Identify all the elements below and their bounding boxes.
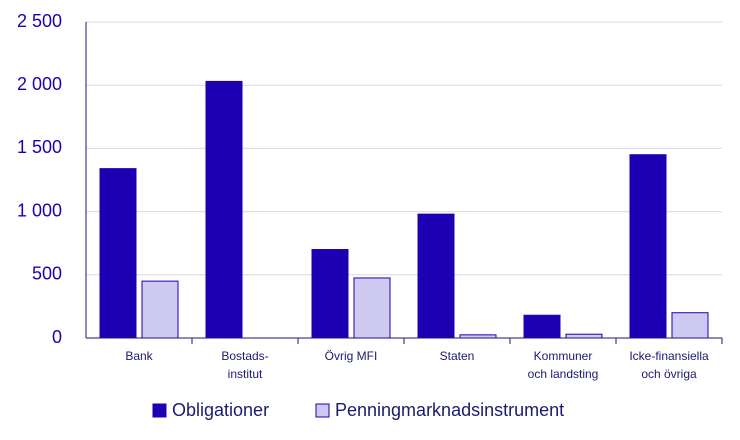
x-tick-label: Icke-finansiella bbox=[629, 349, 709, 363]
x-tick-label: och övriga bbox=[641, 367, 697, 381]
legend-label: Obligationer bbox=[172, 400, 269, 420]
bar bbox=[205, 80, 243, 339]
x-tick-label: och landsting bbox=[528, 367, 599, 381]
x-tick-label: Övrig MFI bbox=[325, 349, 378, 363]
legend-label: Penningmarknadsinstrument bbox=[335, 400, 564, 420]
bar bbox=[141, 280, 179, 339]
bar bbox=[311, 249, 349, 339]
x-tick-label: Staten bbox=[440, 349, 475, 363]
y-tick-label: 2 500 bbox=[17, 11, 62, 31]
bar bbox=[99, 168, 137, 339]
x-tick-label: Bank bbox=[125, 349, 153, 363]
y-tick-label: 1 500 bbox=[17, 137, 62, 157]
bar bbox=[629, 154, 667, 339]
y-tick-label: 0 bbox=[52, 327, 62, 347]
y-tick-label: 1 000 bbox=[17, 200, 62, 220]
bar bbox=[523, 314, 561, 339]
bar bbox=[671, 312, 709, 339]
bar bbox=[353, 277, 391, 339]
y-tick-label: 2 000 bbox=[17, 74, 62, 94]
legend-swatch bbox=[152, 403, 167, 418]
x-tick-label: institut bbox=[228, 367, 263, 381]
legend-swatch bbox=[315, 403, 330, 418]
y-tick-label: 500 bbox=[32, 264, 62, 284]
bar bbox=[417, 213, 455, 339]
x-tick-label: Kommuner bbox=[534, 349, 593, 363]
x-tick-label: Bostads- bbox=[221, 349, 268, 363]
bar bbox=[565, 333, 603, 339]
